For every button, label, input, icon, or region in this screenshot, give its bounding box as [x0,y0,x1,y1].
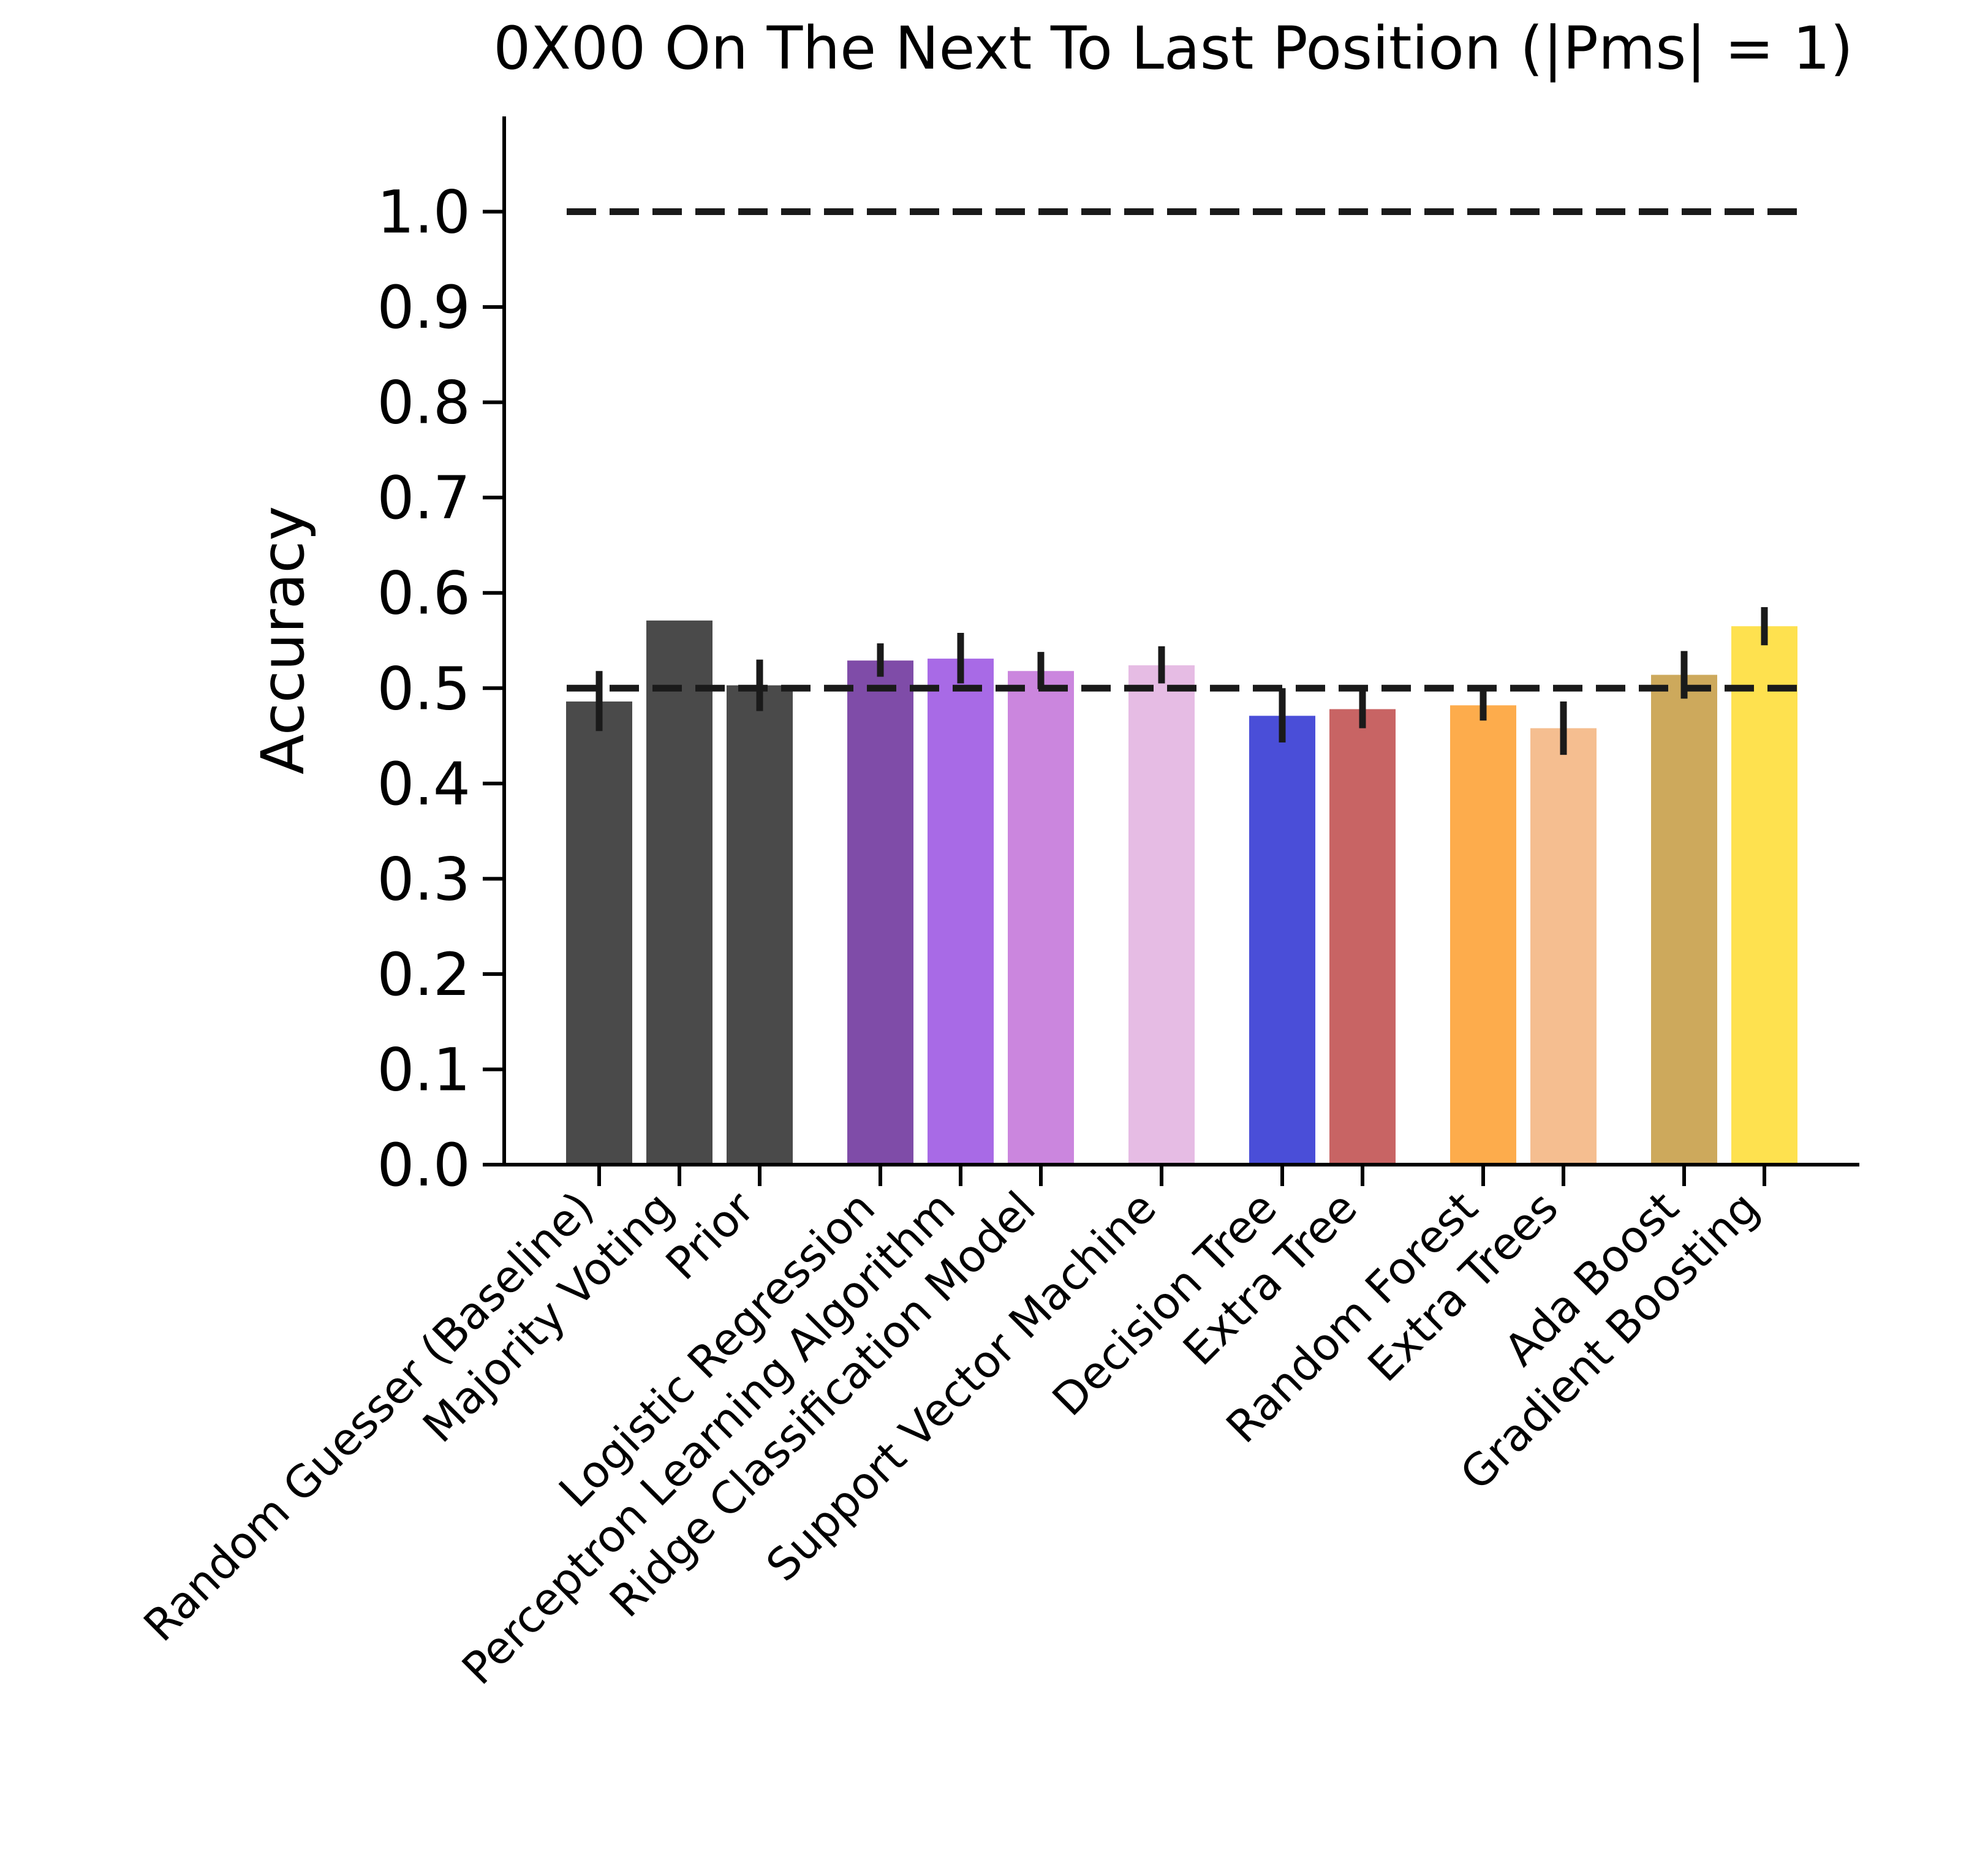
y-tick-label: 0.4 [377,750,471,818]
y-tick-label: 0.1 [377,1035,471,1104]
y-axis-label: Accuracy [249,506,317,774]
bar [1450,705,1516,1165]
axes [502,116,1859,1166]
y-tick-label: 1.0 [377,178,471,247]
reference-lines [567,208,1798,692]
bar [1249,716,1315,1165]
bar [847,660,913,1165]
bars [566,620,1797,1165]
bar [646,620,712,1165]
error-bars [595,607,1768,755]
y-tick-label: 0.3 [377,845,471,913]
bar [928,659,994,1165]
x-tick-label: Prior [656,1181,765,1290]
y-tick-label: 0.9 [377,273,471,342]
y-tick-label: 0.2 [377,940,471,1009]
bar [1008,671,1074,1165]
chart-title: 0X00 On The Next To Last Position (|Pms|… [493,14,1853,83]
bar [1530,728,1597,1165]
bar [1329,709,1396,1165]
y-tick-label: 0.8 [377,369,471,437]
x-axis-ticks: Random Guesser (Baseline)Majority Voting… [134,1165,1769,1695]
bar [1651,675,1717,1165]
y-tick-label: 0.6 [377,559,471,628]
bar [566,701,632,1165]
y-axis-ticks: 0.0 0.1 0.2 0.3 0.4 0.5 0.6 0.7 0.8 0.9 1.0 [377,178,504,1200]
bar [1128,665,1195,1165]
y-tick-label: 0.0 [377,1131,471,1200]
y-tick-label: 0.5 [377,654,471,723]
bar [1731,626,1797,1165]
y-tick-label: 0.7 [377,464,471,532]
bar [727,685,793,1165]
